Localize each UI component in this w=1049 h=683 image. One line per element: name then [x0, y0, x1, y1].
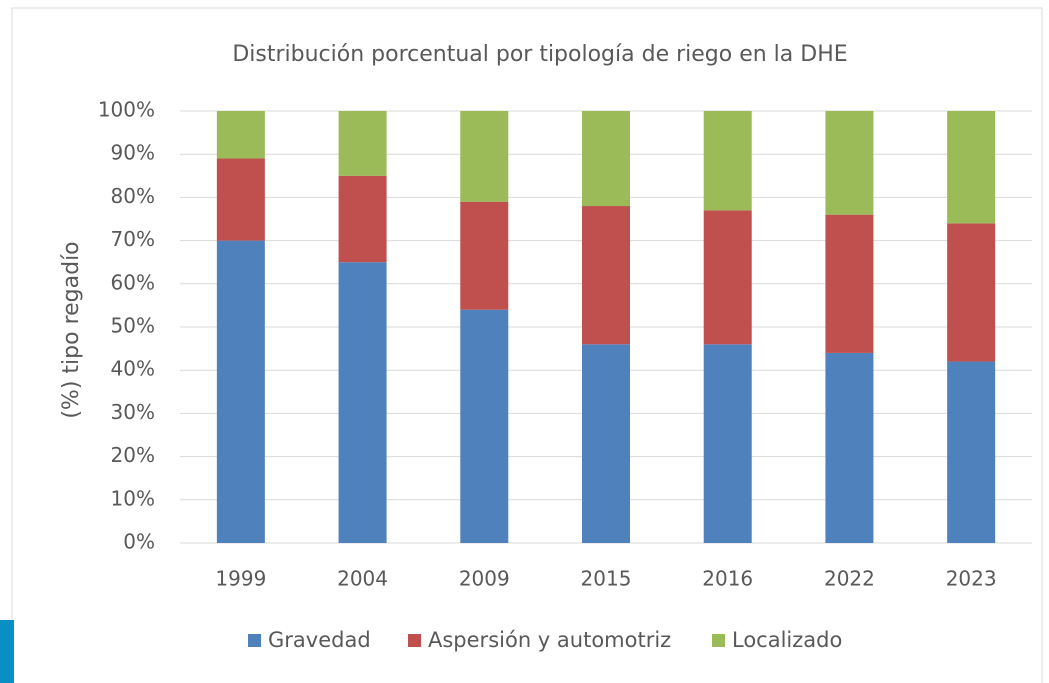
y-tick-label: 0%	[123, 530, 155, 554]
y-tick-label: 50%	[111, 314, 155, 338]
bar-segment	[947, 223, 996, 362]
legend-swatch	[712, 634, 725, 647]
y-tick-label: 30%	[111, 400, 155, 424]
bar-segment	[703, 210, 752, 345]
x-tick-label: 2015	[581, 567, 632, 591]
bar-segment	[460, 111, 509, 202]
legend-label: Localizado	[732, 628, 842, 652]
bar-segment	[947, 361, 996, 543]
bar-segment	[825, 111, 874, 215]
bar-segment	[338, 262, 387, 543]
y-tick-label: 90%	[111, 141, 155, 165]
bar-segment	[338, 111, 387, 176]
bar-segment	[216, 240, 265, 543]
x-tick-label: 2016	[702, 567, 753, 591]
bar-segment	[825, 352, 874, 543]
chart-title: Distribución porcentual por tipología de…	[232, 42, 847, 67]
x-tick-label: 2023	[946, 567, 997, 591]
x-tick-label: 1999	[215, 567, 266, 591]
legend-label: Aspersión y automotriz	[428, 628, 671, 652]
bar-segment	[460, 201, 509, 310]
bar-segment	[582, 206, 630, 345]
bar-segment	[947, 111, 996, 224]
bar-segment	[703, 111, 752, 211]
bar-segment	[460, 309, 509, 543]
x-tick-label: 2004	[337, 567, 388, 591]
bar-segment	[703, 344, 752, 543]
bar-segment	[582, 111, 630, 207]
y-tick-label: 70%	[111, 227, 155, 251]
legend-label: Gravedad	[268, 628, 371, 652]
legend-swatch	[408, 634, 421, 647]
y-tick-label: 60%	[111, 270, 155, 294]
y-tick-label: 20%	[111, 443, 155, 467]
y-tick-label: 100%	[98, 98, 155, 122]
y-tick-label: 40%	[111, 357, 155, 381]
bar-segment	[338, 175, 387, 263]
x-tick-label: 2022	[824, 567, 875, 591]
bar-segment	[216, 158, 265, 241]
side-decoration	[0, 620, 14, 683]
bar-segment	[825, 214, 874, 353]
bar-segment	[582, 344, 630, 543]
y-tick-label: 80%	[111, 184, 155, 208]
legend-swatch	[248, 634, 261, 647]
x-tick-label: 2009	[459, 567, 510, 591]
y-axis-label: (%) tipo regadío	[59, 241, 84, 418]
chart-frame	[11, 7, 1043, 683]
y-tick-label: 10%	[111, 486, 155, 510]
bar-segment	[216, 111, 265, 159]
